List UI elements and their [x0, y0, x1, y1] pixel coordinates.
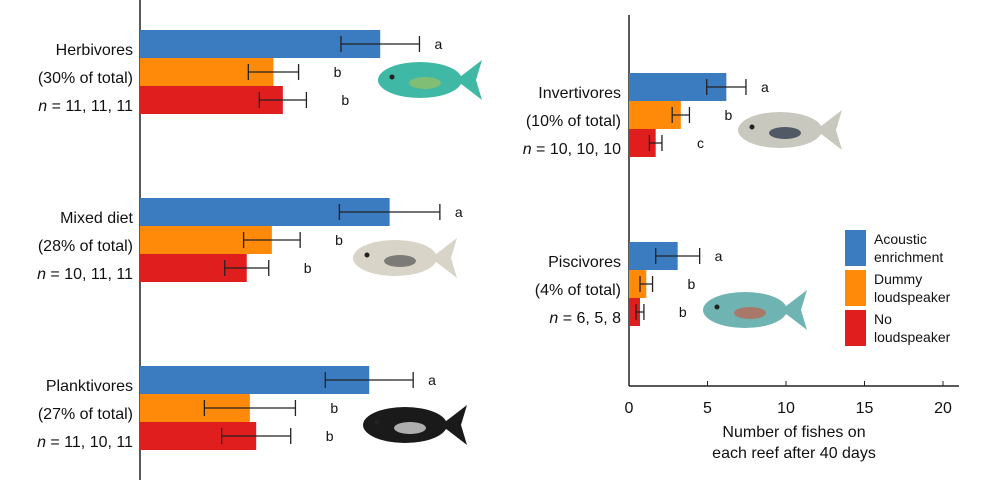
- category-label: Piscivores: [548, 254, 621, 271]
- category-n: n = 10, 11, 11: [37, 266, 133, 283]
- x-tick-label: 0: [625, 400, 634, 417]
- bar-no-loudspeaker: [629, 298, 640, 326]
- damselfish-illustration: [363, 405, 467, 445]
- legend-label: Dummy: [874, 271, 922, 287]
- fish-eye: [364, 252, 370, 258]
- category-label: Invertivores: [538, 85, 621, 102]
- x-axis-label: each reef after 40 days: [712, 445, 876, 462]
- category-share: (10% of total): [526, 113, 621, 130]
- significance-letter: a: [715, 248, 723, 264]
- significance-letter: a: [455, 204, 463, 220]
- category-share: (30% of total): [38, 70, 133, 87]
- fish-eye: [389, 74, 395, 80]
- legend-label: loudspeaker: [874, 289, 951, 305]
- category-share: (28% of total): [38, 238, 133, 255]
- cardinalfish-illustration: [353, 238, 457, 278]
- fish-eye: [749, 124, 755, 130]
- significance-letter: b: [341, 92, 349, 108]
- category-n: n = 6, 5, 8: [549, 310, 621, 327]
- surgeonfish-illustration: [703, 290, 807, 330]
- significance-letter: b: [334, 64, 342, 80]
- category-n: n = 11, 10, 11: [37, 434, 133, 451]
- legend-label: Acoustic: [874, 231, 927, 247]
- fish-marking: [409, 77, 441, 89]
- legend-label: loudspeaker: [874, 329, 951, 345]
- fish-tail: [456, 60, 482, 100]
- x-tick-label: 20: [934, 400, 952, 417]
- significance-letter: b: [335, 232, 343, 248]
- significance-letter: a: [761, 79, 769, 95]
- significance-letter: b: [688, 276, 696, 292]
- parrotfish-illustration: [378, 60, 482, 100]
- fish-tail: [781, 290, 807, 330]
- fish-tail: [816, 110, 842, 150]
- x-axis-label: Number of fishes on: [722, 424, 865, 441]
- fish-eye: [714, 304, 720, 310]
- x-tick-label: 10: [777, 400, 795, 417]
- significance-letter: b: [330, 400, 338, 416]
- significance-letter: b: [326, 428, 334, 444]
- legend-swatch: [845, 270, 866, 306]
- fish-tail: [441, 405, 467, 445]
- bar-dummy-loudspeaker: [629, 270, 647, 298]
- significance-letter: c: [697, 135, 704, 151]
- legend-swatch: [845, 310, 866, 346]
- x-tick-label: 15: [856, 400, 874, 417]
- fish-eye: [374, 419, 380, 425]
- category-share: (4% of total): [535, 282, 621, 299]
- category-label: Planktivores: [46, 378, 133, 395]
- significance-letter: b: [679, 304, 687, 320]
- significance-letter: a: [428, 372, 436, 388]
- legend-label: enrichment: [874, 249, 943, 265]
- triggerfish-illustration: [738, 110, 842, 150]
- significance-letter: b: [304, 260, 312, 276]
- bar-acoustic-enrichment: [140, 30, 381, 58]
- legend-swatch: [845, 230, 866, 266]
- fish-marking: [734, 307, 766, 319]
- category-n: n = 10, 10, 10: [523, 141, 621, 158]
- category-label: Mixed diet: [60, 210, 133, 227]
- fish-marking: [384, 255, 416, 267]
- fish-marking: [769, 127, 801, 139]
- x-tick-label: 5: [703, 400, 712, 417]
- significance-letter: a: [434, 36, 442, 52]
- fish-marking: [394, 422, 426, 434]
- fish-tail: [431, 238, 457, 278]
- category-share: (27% of total): [38, 406, 133, 423]
- category-label: Herbivores: [56, 42, 133, 59]
- legend-label: No: [874, 311, 892, 327]
- category-n: n = 11, 11, 11: [38, 98, 133, 115]
- significance-letter: b: [724, 107, 732, 123]
